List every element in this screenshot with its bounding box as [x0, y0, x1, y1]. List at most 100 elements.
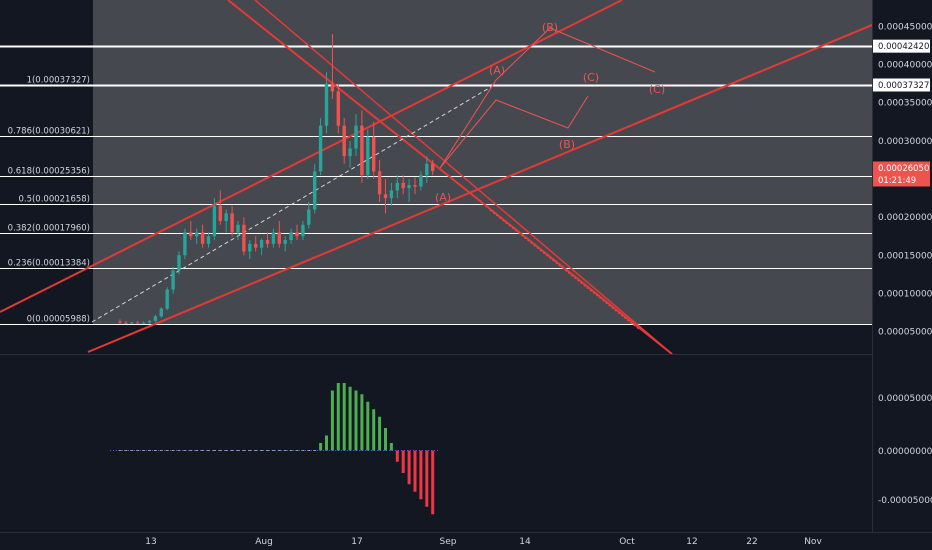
histogram-bar: [348, 386, 352, 451]
price-tag-background: [873, 78, 930, 92]
candle-body: [313, 171, 317, 210]
candle-body: [124, 322, 128, 324]
time-tick-label: Sep: [440, 537, 457, 547]
price-tick-label: 0.00005000: [878, 328, 932, 338]
wave-label: (B): [559, 138, 575, 151]
candle-body: [383, 194, 388, 199]
candle-body: [413, 185, 417, 187]
histogram-bar: [378, 416, 382, 451]
time-tick-label: 17: [351, 537, 362, 547]
candle-body: [271, 232, 276, 244]
wave-label: (A): [435, 191, 451, 204]
candle-body: [342, 125, 346, 157]
upper-channel-line: [0, 0, 623, 313]
candle-body: [254, 243, 258, 248]
candle-body: [218, 205, 222, 221]
fibonacci-zone-fill: [93, 0, 872, 324]
candle-body: [289, 232, 293, 241]
candle-body: [224, 213, 228, 221]
fib-zone: [93, 0, 872, 324]
price-candles: [118, 34, 435, 324]
histogram-bar: [342, 383, 346, 451]
histogram-bar: [389, 443, 393, 451]
oscillator-histogram: [110, 383, 440, 515]
fib-label: 0(0.00005988): [27, 315, 90, 325]
candle-body: [307, 209, 311, 225]
candle-body: [200, 232, 205, 244]
fib-label: 0.236(0.00013384): [8, 259, 90, 269]
candle-body: [283, 240, 287, 244]
candle-body: [354, 125, 358, 149]
price-tick-label: 0.00015000: [878, 251, 932, 261]
fib-label: 1(0.00037327): [27, 76, 90, 86]
candle-body: [136, 322, 140, 324]
fib-label: 0.618(0.00025356): [8, 167, 90, 177]
candle-body: [348, 148, 352, 157]
fib-label: 0.786(0.00030621): [8, 127, 90, 137]
fibonacci-retracement[interactable]: 1(0.00037327) 0.786(0.00030621) 0.618(0.00…: [0, 45, 872, 325]
oscillator-tick-label: 0.00005000: [878, 394, 932, 404]
time-tick-label: 13: [145, 537, 156, 547]
candle-body: [177, 255, 181, 271]
histogram-bar: [325, 435, 328, 451]
price-tag-label: 0.00037327: [878, 81, 929, 91]
candle-body: [189, 232, 193, 237]
projection-dots: [489, 209, 641, 331]
candle-body: [295, 232, 299, 237]
price-tick-label: 0.00035000: [878, 99, 932, 109]
histogram-bar: [431, 450, 435, 515]
candle-body: [212, 205, 217, 237]
candle-body: [419, 175, 423, 187]
fib-label: 0.5(0.00021658): [18, 195, 90, 205]
lower-channel-line: [87, 0, 932, 353]
candle-body: [141, 322, 146, 324]
elliott-wave-annotations[interactable]: (B) (A) (C) (C) (B) (A): [435, 21, 665, 204]
candle-body: [389, 190, 394, 199]
candle-body: [318, 125, 323, 172]
time-tick-label: Nov: [804, 537, 822, 547]
price-tick-label: 0.00045000: [878, 22, 932, 32]
candle-body: [230, 213, 234, 233]
fib-label: 0.382(0.00017960): [8, 224, 90, 234]
drawn-trendlines[interactable]: [0, 0, 932, 355]
wave-label: (B): [542, 21, 558, 34]
price-tag-label: 0.00026050: [878, 164, 929, 174]
histogram-bar: [407, 450, 411, 485]
candle-body: [248, 243, 252, 252]
candle-body: [159, 308, 163, 317]
descending-line-2: [254, 0, 673, 355]
candle-body: [330, 83, 335, 92]
histogram-bar: [395, 450, 399, 462]
candle-body: [118, 321, 122, 323]
histogram-bar: [366, 401, 370, 451]
time-tick-label: 14: [519, 537, 531, 547]
candle-body: [183, 232, 187, 256]
descending-line-1: [227, 0, 673, 355]
candle-body: [242, 224, 246, 252]
candle-body: [366, 137, 370, 176]
time-tick-label: Aug: [255, 537, 273, 547]
candle-body: [395, 182, 399, 191]
price-tag-background: [873, 161, 930, 175]
price-tick-label: 0.00020000: [878, 213, 932, 223]
candle-body: [372, 137, 376, 172]
wave-label: (A): [489, 64, 505, 77]
price-tag-label: 0.00042420: [878, 42, 929, 52]
wave-label: (C): [583, 71, 599, 84]
candle-body: [236, 224, 240, 233]
price-tick-label: 0.00030000: [878, 137, 932, 147]
oscillator-tick-label: 0.00000000: [878, 447, 932, 457]
oscillator-axis[interactable]: 0.00005000 0.00000000 -0.00005000: [878, 394, 932, 506]
price-axis[interactable]: 0.00045000 0.00040000 0.00035000 0.00030000…: [873, 22, 932, 338]
candle-body: [259, 240, 264, 248]
histogram-bar: [401, 450, 405, 473]
wave-path-minor: [439, 95, 589, 169]
histogram-bar: [384, 428, 387, 451]
candle-body: [425, 163, 429, 176]
time-tick-label: Oct: [619, 537, 635, 547]
histogram-bar: [413, 450, 417, 492]
wave-path-major: [439, 27, 656, 169]
price-tag-background: [873, 39, 930, 53]
time-axis[interactable]: 13 Aug 17 Sep 14 Oct 12 22 Nov: [145, 537, 822, 547]
